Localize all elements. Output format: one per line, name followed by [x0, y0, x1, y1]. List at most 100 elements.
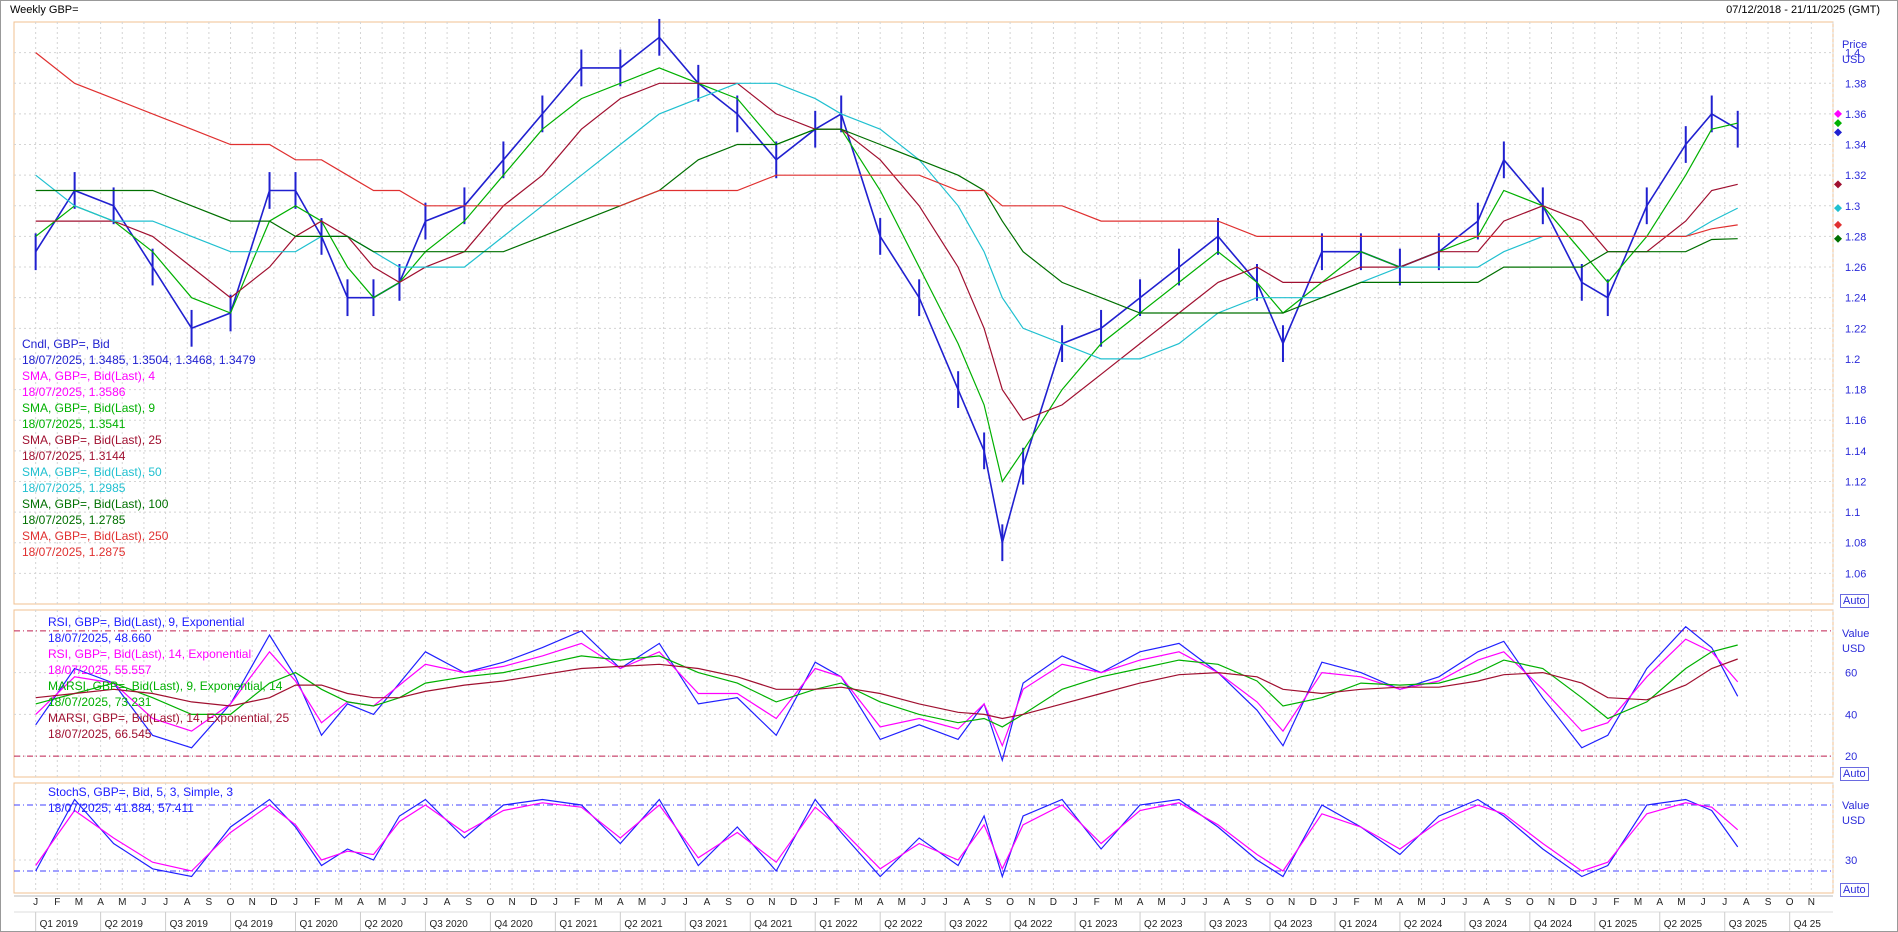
price-legend: Cndl, GBP=, Bid 18/07/2025, 1.3485, 1.35…	[22, 336, 256, 560]
month-tick-label: F	[1354, 897, 1360, 908]
month-tick-label: N	[1808, 897, 1815, 908]
month-tick-label: J	[141, 897, 146, 908]
rsi-tick-label: 40	[1845, 709, 1857, 721]
legend-cndl-label: Cndl, GBP=, Bid	[22, 337, 110, 351]
quarter-label: Q4 2020	[494, 919, 533, 930]
price-axis-unit: USD	[1842, 54, 1866, 66]
legend-marsi14-value: 18/07/2025, 66.545	[48, 727, 152, 741]
month-tick-label: J	[1722, 897, 1727, 908]
legend-sma100-label: SMA, GBP=, Bid(Last), 100	[22, 497, 169, 511]
month-tick-label: J	[401, 897, 406, 908]
month-tick-label: A	[877, 897, 884, 908]
legend-sma100-value: 18/07/2025, 1.2785	[22, 513, 126, 527]
month-tick-label: J	[661, 897, 666, 908]
price-marker	[1834, 109, 1842, 118]
month-tick-label: M	[1158, 897, 1166, 908]
stoch-tick-label: 30	[1845, 855, 1857, 867]
quarter-label: Q4 2022	[1014, 919, 1053, 930]
price-tick-label: 1.26	[1845, 262, 1866, 274]
rsi-panel-frame	[13, 609, 1834, 778]
legend-marsi9-value: 18/07/2025, 73.231	[48, 695, 152, 709]
month-tick-label: O	[746, 897, 754, 908]
price-tick-label: 1.4	[1845, 48, 1860, 60]
month-tick-label: F	[574, 897, 580, 908]
month-tick-label: A	[1137, 897, 1144, 908]
quarter-label: Q3 2021	[689, 919, 728, 930]
month-tick-label: F	[834, 897, 840, 908]
month-tick-label: M	[595, 897, 603, 908]
month-tick-label: J	[1332, 897, 1337, 908]
month-tick-label: O	[487, 897, 495, 908]
quarter-label: Q1 2025	[1599, 919, 1638, 930]
price-tick-label: 1.24	[1845, 293, 1866, 305]
month-tick-label: S	[985, 897, 992, 908]
rsi-legend: RSI, GBP=, Bid(Last), 9, Exponential 18/…	[48, 614, 289, 742]
price-marker	[1834, 128, 1842, 137]
quarter-label: Q1 2022	[819, 919, 858, 930]
month-tick-label: J	[683, 897, 688, 908]
price-tick-label: 1.14	[1845, 446, 1866, 458]
quarter-label: Q2 2020	[364, 919, 403, 930]
month-tick-label: A	[704, 897, 711, 908]
legend-sma50-value: 18/07/2025, 1.2985	[22, 481, 126, 495]
rsi-axis-title-text: Value	[1842, 628, 1870, 640]
month-tick-label: M	[335, 897, 343, 908]
month-tick-label: A	[1656, 897, 1663, 908]
month-tick-label: J	[1073, 897, 1078, 908]
rsi-tick-label: 20	[1845, 751, 1857, 763]
quarter-label: Q4 2024	[1534, 919, 1573, 930]
price-series-line	[35, 82, 1738, 421]
month-tick-label: J	[1203, 897, 1208, 908]
price-series-line	[35, 128, 1738, 314]
quarter-label: Q1 2020	[300, 919, 339, 930]
quarter-label: Q3 2025	[1729, 919, 1768, 930]
month-tick-label: M	[1374, 897, 1382, 908]
quarter-label: Q2 2022	[884, 919, 923, 930]
month-tick-label: A	[1223, 897, 1230, 908]
stoch-legend: StochS, GBP=, Bid, 5, 3, Simple, 3 18/07…	[48, 784, 233, 816]
stoch-auto-button[interactable]: Auto	[1840, 883, 1869, 897]
quarter-label: Q1 2023	[1079, 919, 1118, 930]
price-tick-label: 1.18	[1845, 385, 1866, 397]
month-tick-label: A	[97, 897, 104, 908]
legend-sma25-label: SMA, GBP=, Bid(Last), 25	[22, 433, 162, 447]
quarter-label: Q4 2021	[754, 919, 793, 930]
month-tick-label: F	[1613, 897, 1619, 908]
month-tick-label: J	[1701, 897, 1706, 908]
month-tick-label: A	[357, 897, 364, 908]
month-tick-label: F	[314, 897, 320, 908]
month-tick-label: M	[898, 897, 906, 908]
month-tick-label: O	[227, 897, 235, 908]
month-tick-label: O	[1786, 897, 1794, 908]
stoch-axis-title: Value USD	[1842, 799, 1869, 829]
quarter-label: Q1 2021	[559, 919, 598, 930]
month-tick-label: J	[1462, 897, 1467, 908]
month-tick-label: D	[1570, 897, 1577, 908]
legend-sma250-label: SMA, GBP=, Bid(Last), 250	[22, 529, 169, 543]
legend-sma4-value: 18/07/2025, 1.3586	[22, 385, 126, 399]
stoch-series-line	[35, 802, 1739, 872]
quarter-label: Q4 2023	[1274, 919, 1313, 930]
rsi-series-line	[35, 638, 1739, 748]
month-tick-label: M	[1634, 897, 1642, 908]
month-tick-label: J	[813, 897, 818, 908]
month-tick-label: A	[1743, 897, 1750, 908]
month-tick-label: A	[184, 897, 191, 908]
legend-sma9-value: 18/07/2025, 1.3541	[22, 417, 126, 431]
month-tick-label: J	[423, 897, 428, 908]
month-tick-label: J	[33, 897, 38, 908]
legend-sma50-label: SMA, GBP=, Bid(Last), 50	[22, 465, 162, 479]
rsi-series-line	[35, 644, 1738, 728]
month-tick-label: S	[725, 897, 732, 908]
month-tick-label: M	[638, 897, 646, 908]
price-tick-label: 1.1	[1845, 507, 1860, 519]
month-tick-label: A	[444, 897, 451, 908]
stoch-axis-unit: USD	[1842, 815, 1866, 827]
price-tick-label: 1.38	[1845, 78, 1866, 90]
month-tick-label: N	[768, 897, 775, 908]
quarter-label: Q3 2019	[170, 919, 209, 930]
rsi-auto-button[interactable]: Auto	[1840, 767, 1869, 781]
price-auto-button[interactable]: Auto	[1840, 594, 1869, 608]
month-tick-label: O	[1006, 897, 1014, 908]
